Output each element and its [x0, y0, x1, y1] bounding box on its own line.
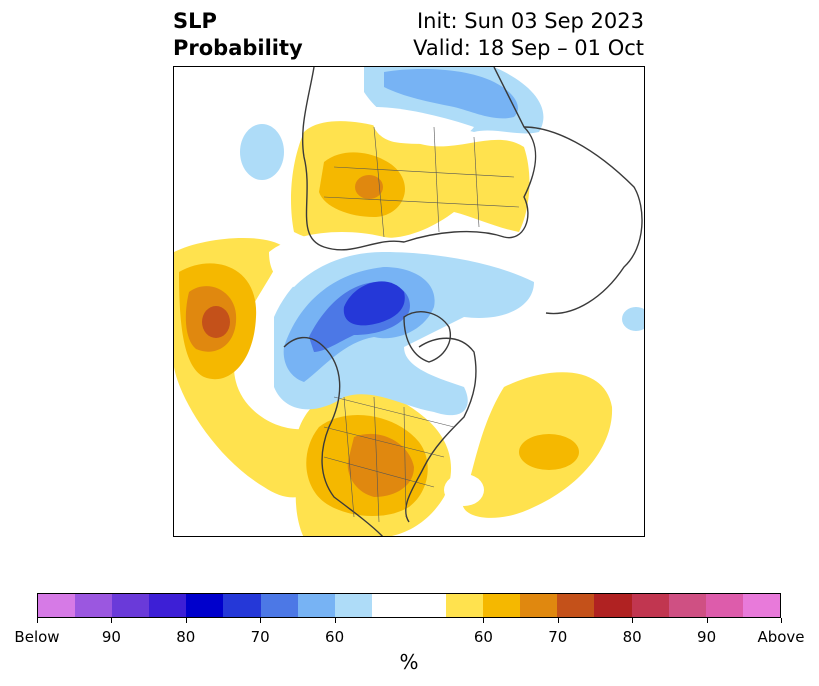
- colorbar-tick-label: 90: [101, 628, 121, 646]
- colorbar-segment: [371, 594, 447, 617]
- pacific-peak-area: [202, 306, 230, 338]
- colorbar-segment: [75, 594, 113, 617]
- valid-range: Valid: 18 Sep – 01 Oct: [413, 36, 644, 60]
- colorbar-tick-mark: [334, 618, 336, 623]
- colorbar-segment: [149, 594, 187, 617]
- colorbar-segment: [594, 594, 632, 617]
- map-title: SLP Probability: [173, 8, 303, 62]
- colorbar-tick-mark: [185, 618, 187, 623]
- colorbar-segment: [223, 594, 261, 617]
- colorbar-tick-label: Above: [757, 628, 805, 646]
- colorbar-tick-label: Below: [14, 628, 60, 646]
- init-date: Init: Sun 03 Sep 2023: [416, 9, 644, 33]
- colorbar: [37, 593, 781, 618]
- colorbar-tick-label: 70: [250, 628, 270, 646]
- arctic-core-area: [343, 281, 405, 326]
- map-dates: Init: Sun 03 Sep 2023 Valid: 18 Sep – 01…: [413, 8, 644, 62]
- colorbar-tick-label: 70: [548, 628, 568, 646]
- colorbar-tick-label: 80: [622, 628, 642, 646]
- colorbar-tick-mark: [37, 618, 38, 623]
- white-gap-1: [269, 232, 464, 287]
- white-gap-2: [444, 474, 484, 506]
- colorbar-tick-mark: [632, 618, 634, 623]
- colorbar-segment: [483, 594, 521, 617]
- colorbar-segment: [446, 594, 484, 617]
- coastlines: [283, 67, 643, 536]
- colorbar-tick-mark: [111, 618, 113, 623]
- colorbar-segment: [668, 594, 706, 617]
- colorbar-segment: [742, 594, 780, 617]
- colorbar-tick-mark: [483, 618, 485, 623]
- siberia-mid-area: [384, 69, 518, 119]
- white-gap-3: [372, 107, 474, 144]
- eurasia-dark-area: [355, 175, 383, 199]
- title-variable: SLP: [173, 9, 217, 33]
- colorbar-segment: [186, 594, 224, 617]
- probability-map: [173, 66, 645, 537]
- title-type: Probability: [173, 36, 303, 60]
- colorbar-segment: [631, 594, 669, 617]
- colorbar-tick-mark: [557, 618, 559, 623]
- colorbar-tick-label: 90: [697, 628, 717, 646]
- atlantic-orange-area: [519, 434, 579, 470]
- colorbar-tick-label: 60: [325, 628, 345, 646]
- europe-below-area: [622, 307, 644, 331]
- colorbar-segment: [297, 594, 335, 617]
- colorbar-tick-label: 60: [473, 628, 493, 646]
- colorbar-unit: %: [399, 650, 419, 674]
- colorbar-segment: [112, 594, 150, 617]
- colorbar-segment: [260, 594, 298, 617]
- borders: [323, 126, 520, 523]
- colorbar-segment: [557, 594, 595, 617]
- colorbar-tick-mark: [260, 618, 262, 623]
- colorbar-tick-mark: [706, 618, 708, 623]
- map-canvas: [174, 67, 644, 536]
- colorbar-tick-label: 80: [176, 628, 196, 646]
- colorbar-segment: [520, 594, 558, 617]
- colorbar-tick-mark: [781, 618, 782, 623]
- colorbar-segment: [705, 594, 743, 617]
- bering-below-area: [240, 124, 284, 180]
- colorbar-segment: [38, 594, 76, 617]
- namerica-dark-area: [347, 433, 414, 497]
- colorbar-segment: [334, 594, 372, 617]
